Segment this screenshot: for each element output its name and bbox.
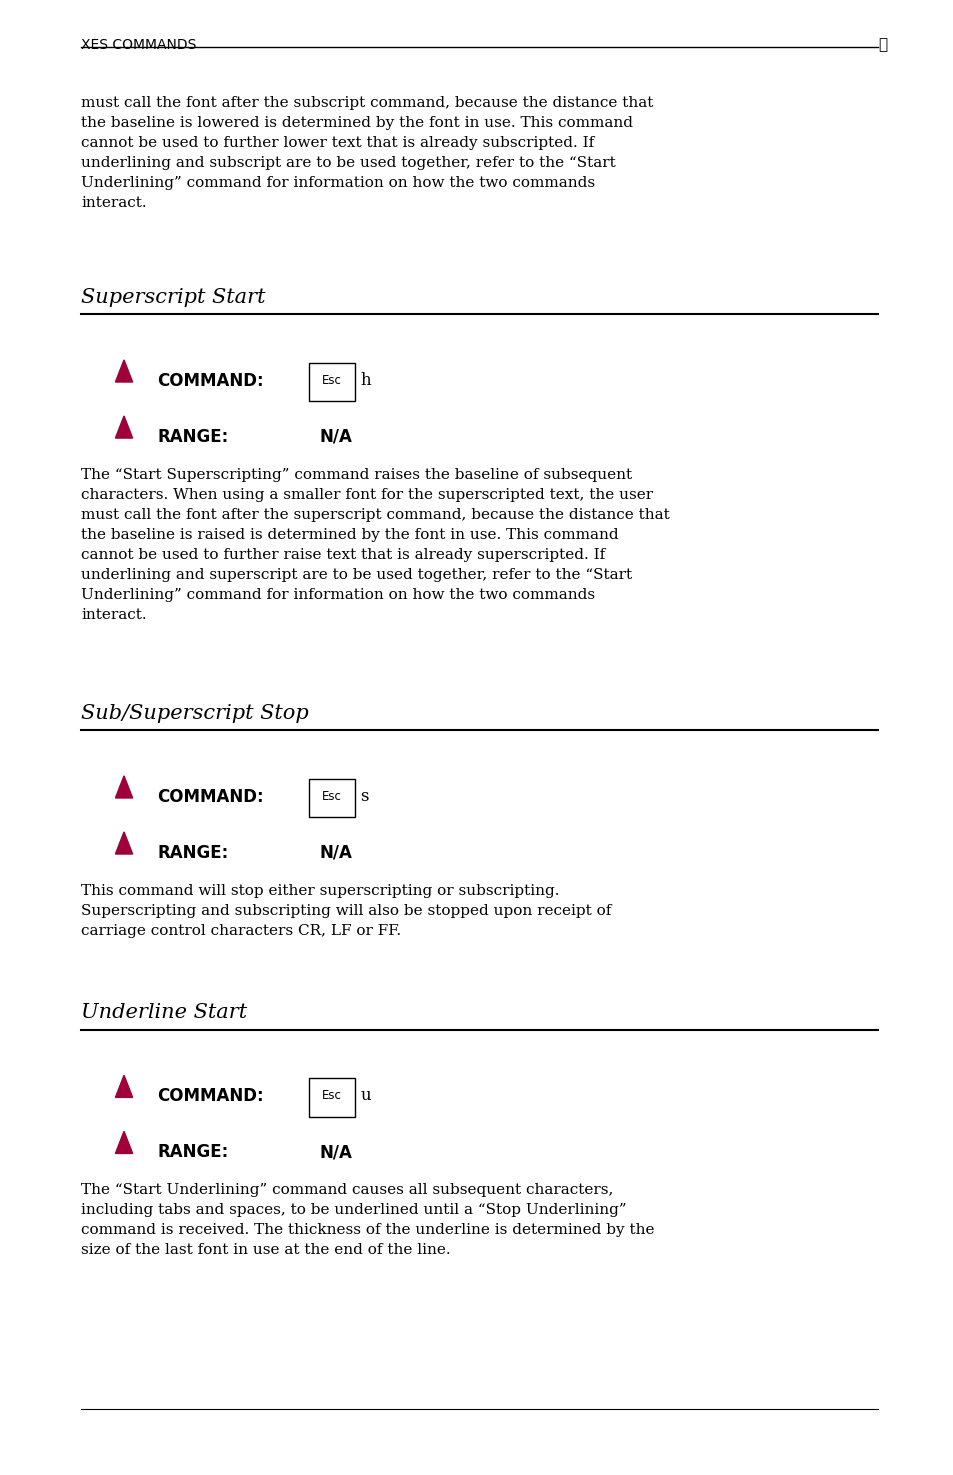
Text: The “Start Underlining” command causes all subsequent characters,
including tabs: The “Start Underlining” command causes a… (81, 1183, 654, 1257)
Polygon shape (115, 776, 132, 798)
Text: COMMAND:: COMMAND: (157, 372, 264, 389)
FancyBboxPatch shape (309, 1078, 355, 1117)
Text: s: s (360, 788, 369, 805)
Text: must call the font after the subscript command, because the distance that
the ba: must call the font after the subscript c… (81, 96, 653, 209)
Polygon shape (115, 360, 132, 382)
Text: XES COMMANDS: XES COMMANDS (81, 38, 196, 52)
Text: ⎘: ⎘ (877, 37, 886, 52)
Text: N/A: N/A (319, 428, 352, 445)
Polygon shape (115, 1075, 132, 1097)
Text: h: h (360, 372, 371, 389)
Text: Sub/Superscript Stop: Sub/Superscript Stop (81, 704, 309, 723)
Text: This command will stop either superscripting or subscripting.
Superscripting and: This command will stop either superscrip… (81, 884, 611, 938)
Text: Superscript Start: Superscript Start (81, 288, 265, 307)
Text: COMMAND:: COMMAND: (157, 1087, 264, 1105)
Text: Esc: Esc (322, 375, 341, 386)
Polygon shape (115, 1131, 132, 1153)
FancyBboxPatch shape (309, 363, 355, 401)
Text: The “Start Superscripting” command raises the baseline of subsequent
characters.: The “Start Superscripting” command raise… (81, 468, 669, 622)
Text: N/A: N/A (319, 1143, 352, 1161)
Polygon shape (115, 416, 132, 438)
Text: Esc: Esc (322, 1090, 341, 1102)
Text: RANGE:: RANGE: (157, 428, 229, 445)
Text: COMMAND:: COMMAND: (157, 788, 264, 805)
Text: u: u (360, 1087, 371, 1105)
Text: Esc: Esc (322, 791, 341, 802)
Text: N/A: N/A (319, 844, 352, 861)
Text: Underline Start: Underline Start (81, 1003, 247, 1022)
FancyBboxPatch shape (309, 779, 355, 817)
Text: RANGE:: RANGE: (157, 844, 229, 861)
Text: RANGE:: RANGE: (157, 1143, 229, 1161)
Polygon shape (115, 832, 132, 854)
